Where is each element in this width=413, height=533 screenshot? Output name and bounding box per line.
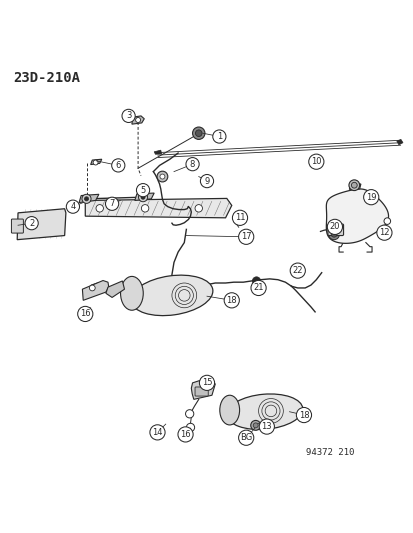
- Polygon shape: [82, 280, 109, 300]
- Text: 21: 21: [253, 284, 263, 293]
- Text: 13: 13: [261, 422, 271, 431]
- Polygon shape: [396, 140, 402, 145]
- Circle shape: [93, 160, 98, 165]
- Ellipse shape: [131, 275, 212, 316]
- Text: 10: 10: [310, 157, 321, 166]
- Text: 22: 22: [292, 266, 302, 275]
- Circle shape: [141, 195, 145, 199]
- Circle shape: [383, 218, 390, 224]
- Ellipse shape: [219, 395, 239, 425]
- FancyBboxPatch shape: [195, 387, 208, 396]
- Polygon shape: [349, 184, 360, 189]
- Circle shape: [195, 205, 202, 212]
- Text: 3: 3: [126, 111, 131, 120]
- Text: 19: 19: [365, 193, 375, 201]
- Circle shape: [82, 195, 91, 204]
- Circle shape: [138, 192, 147, 201]
- Circle shape: [185, 158, 199, 171]
- Text: 20: 20: [329, 222, 339, 231]
- Text: 16: 16: [80, 310, 90, 318]
- Circle shape: [253, 423, 258, 428]
- Circle shape: [238, 430, 253, 446]
- Polygon shape: [154, 150, 161, 154]
- Text: 12: 12: [378, 228, 389, 237]
- Circle shape: [195, 130, 202, 136]
- Circle shape: [135, 118, 140, 123]
- Polygon shape: [79, 195, 99, 203]
- Polygon shape: [85, 198, 231, 218]
- Circle shape: [96, 205, 103, 212]
- Text: BG: BG: [240, 433, 252, 442]
- Polygon shape: [135, 193, 154, 200]
- Circle shape: [185, 410, 193, 418]
- Circle shape: [157, 171, 167, 182]
- FancyBboxPatch shape: [12, 219, 23, 233]
- Circle shape: [212, 130, 225, 143]
- Circle shape: [259, 419, 274, 434]
- Polygon shape: [132, 116, 144, 124]
- Polygon shape: [90, 159, 102, 165]
- Text: 11: 11: [234, 213, 244, 222]
- Polygon shape: [325, 189, 388, 244]
- Polygon shape: [17, 209, 66, 240]
- Text: 5: 5: [140, 185, 145, 195]
- Circle shape: [112, 159, 125, 172]
- Circle shape: [363, 190, 378, 205]
- Circle shape: [330, 231, 336, 237]
- Text: 16: 16: [180, 430, 190, 439]
- Text: 9: 9: [204, 176, 209, 185]
- Circle shape: [296, 407, 311, 423]
- Circle shape: [192, 127, 204, 140]
- Circle shape: [232, 210, 247, 225]
- Text: 17: 17: [240, 232, 251, 241]
- Polygon shape: [106, 281, 124, 297]
- Circle shape: [376, 225, 391, 240]
- Text: 2: 2: [29, 219, 34, 228]
- FancyBboxPatch shape: [327, 224, 343, 236]
- Text: 7: 7: [109, 199, 114, 208]
- Circle shape: [89, 285, 95, 291]
- Text: 18: 18: [226, 296, 237, 305]
- Circle shape: [200, 174, 213, 188]
- Polygon shape: [191, 379, 215, 399]
- Text: 18: 18: [298, 410, 309, 419]
- Text: 1: 1: [216, 132, 221, 141]
- Circle shape: [348, 180, 359, 191]
- Circle shape: [66, 200, 79, 213]
- Text: 6: 6: [115, 161, 121, 170]
- Circle shape: [78, 306, 93, 321]
- Circle shape: [199, 375, 214, 391]
- Text: 94372 210: 94372 210: [305, 448, 354, 457]
- Circle shape: [238, 229, 253, 245]
- Circle shape: [136, 183, 149, 197]
- Circle shape: [351, 182, 356, 188]
- Ellipse shape: [226, 394, 302, 430]
- Circle shape: [84, 197, 88, 201]
- Circle shape: [178, 427, 193, 442]
- Circle shape: [252, 277, 260, 285]
- Circle shape: [223, 293, 239, 308]
- Text: 23D-210A: 23D-210A: [13, 70, 80, 85]
- Circle shape: [159, 174, 164, 179]
- Circle shape: [290, 263, 305, 278]
- Circle shape: [250, 421, 260, 430]
- Text: 4: 4: [70, 202, 75, 211]
- Circle shape: [328, 229, 339, 240]
- Text: 15: 15: [201, 378, 212, 387]
- Circle shape: [105, 197, 119, 211]
- Circle shape: [25, 216, 38, 230]
- Circle shape: [141, 205, 148, 212]
- Ellipse shape: [120, 277, 143, 310]
- Circle shape: [327, 219, 342, 235]
- Text: 8: 8: [190, 160, 195, 168]
- Circle shape: [150, 425, 165, 440]
- Circle shape: [250, 280, 266, 295]
- Text: 14: 14: [152, 428, 162, 437]
- Circle shape: [308, 154, 323, 169]
- Circle shape: [186, 423, 194, 432]
- Circle shape: [122, 109, 135, 123]
